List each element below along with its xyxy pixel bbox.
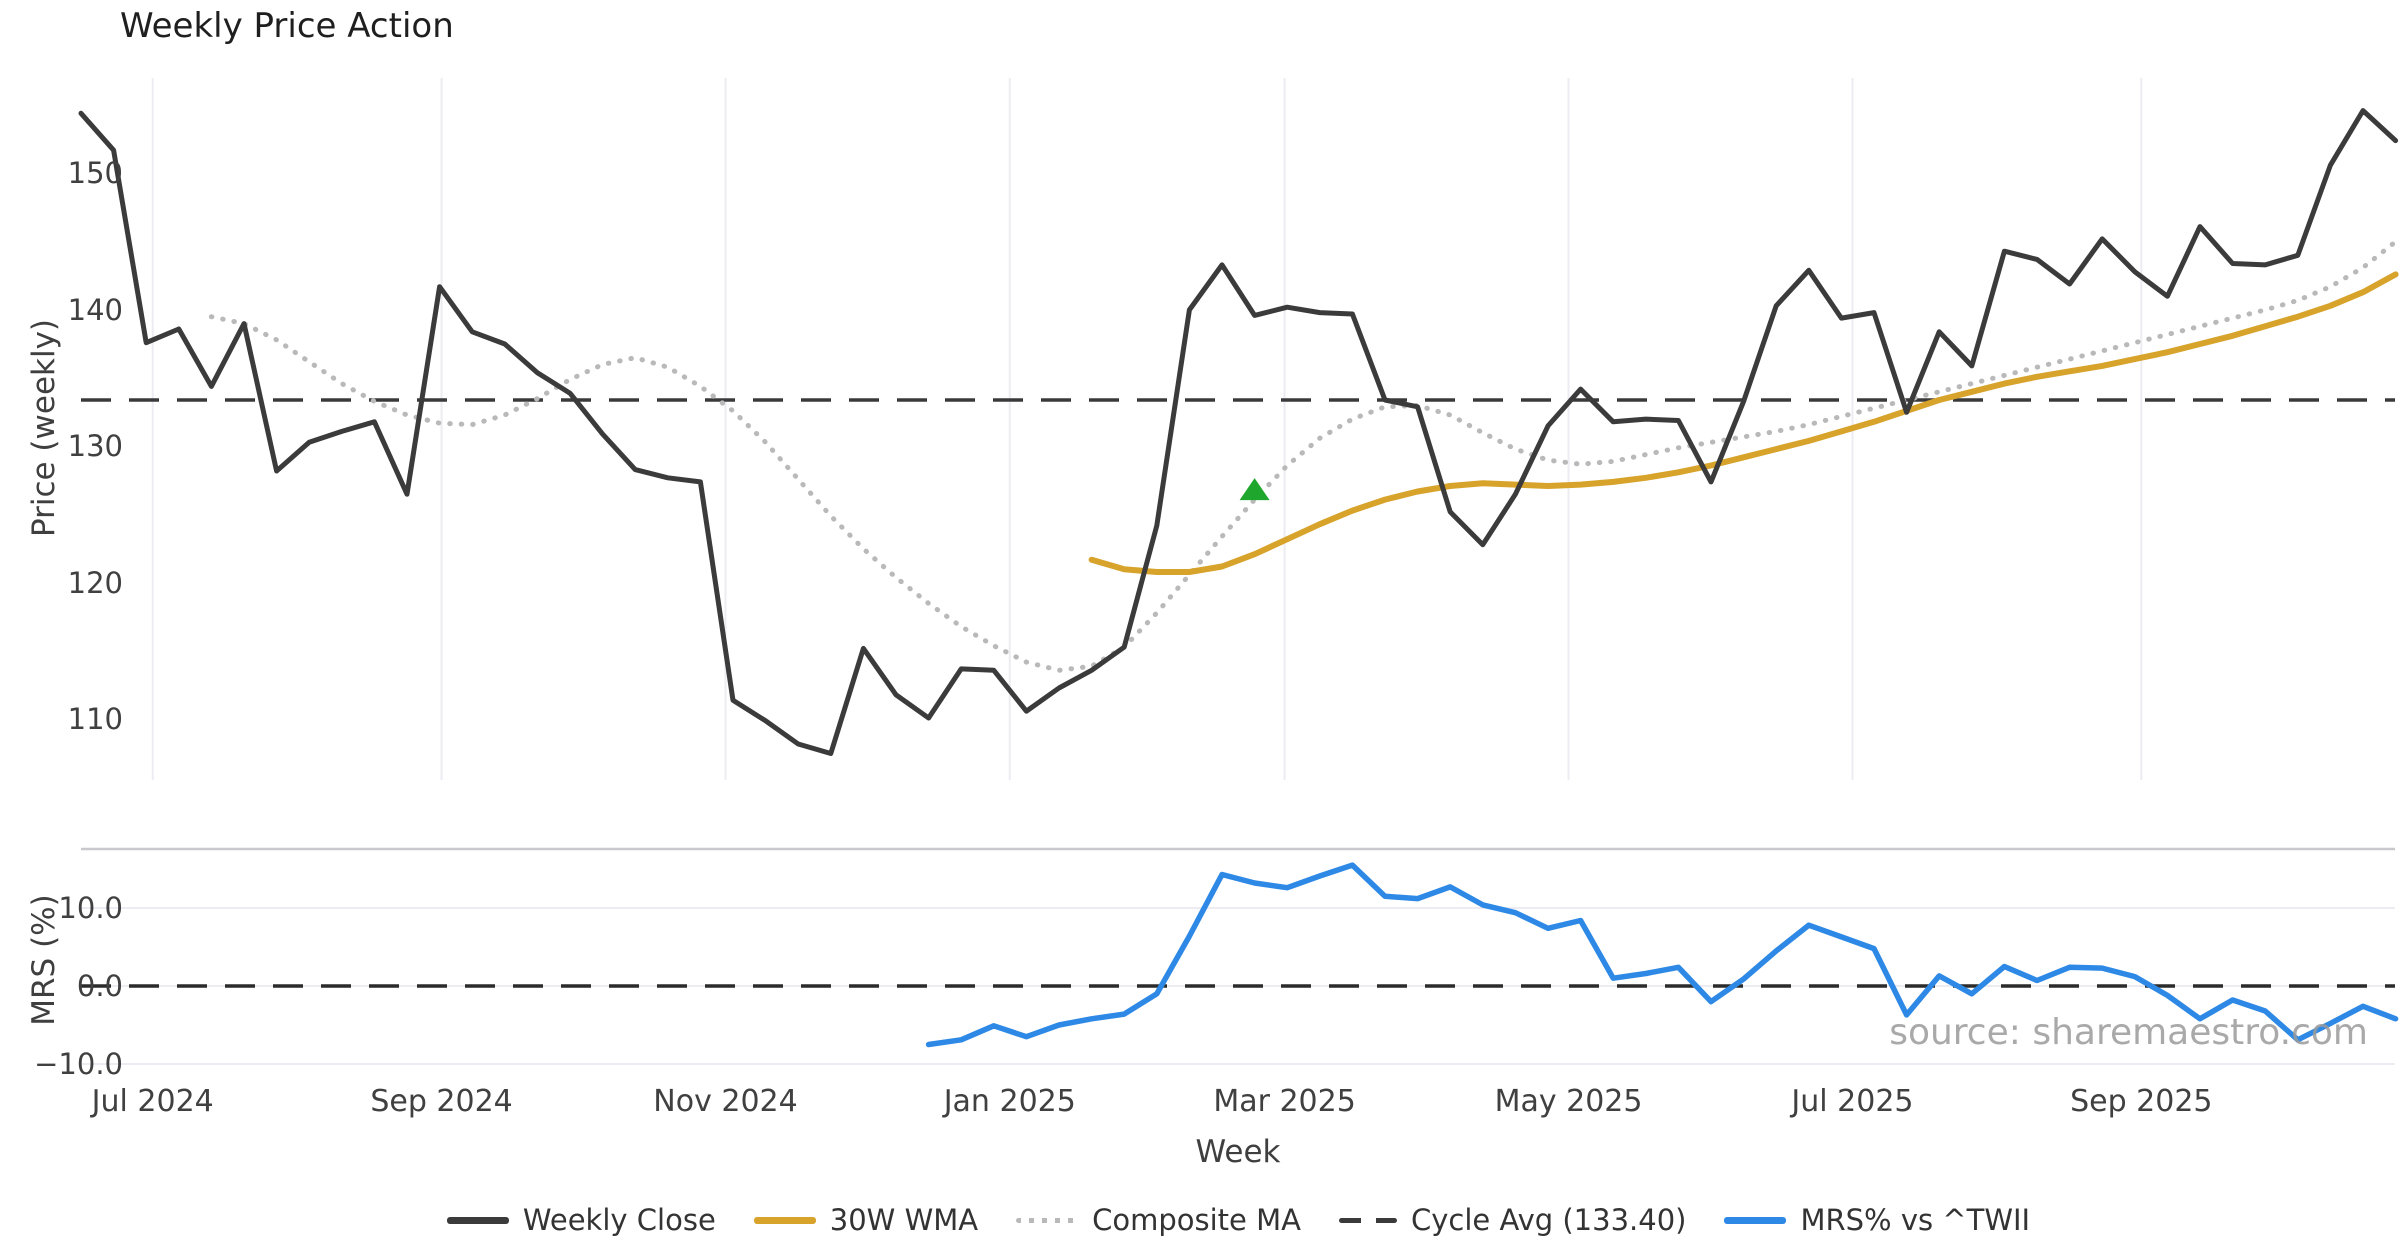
legend-item-mrs-vs-twii: MRS% vs ^TWII [1724, 1203, 2030, 1237]
weekly-close-line [78, 108, 2399, 756]
legend-label: Weekly Close [522, 1203, 716, 1237]
source-watermark: source: sharemaestro.com [1889, 1012, 2368, 1053]
xtick-jul-2025: Jul 2025 [1791, 1084, 1914, 1119]
mrs-ytick--10: −10.0 [34, 1047, 123, 1081]
xtick-jul-2024: Jul 2024 [91, 1084, 214, 1119]
price-ytick-150: 150 [67, 156, 123, 191]
buy-signal-triangle-icon [1239, 478, 1270, 501]
legend-swatch-solid-icon [1724, 1216, 1787, 1224]
legend-swatch-dashed-icon [1338, 1217, 1397, 1223]
legend-item-30w-wma: 30W WMA [753, 1203, 979, 1237]
mrs-ytick-10: 10.0 [58, 891, 123, 925]
legend-label: Cycle Avg (133.40) [1410, 1203, 1687, 1237]
chart-title: Weekly Price Action [120, 6, 454, 46]
mrs-vs-twii-line [925, 862, 2399, 1048]
price-ytick-130: 130 [67, 429, 123, 464]
xtick-jan-2025: Jan 2025 [943, 1084, 1076, 1119]
legend-item-composite-ma: Composite MA [1016, 1203, 1301, 1237]
xtick-may-2025: May 2025 [1494, 1084, 1643, 1119]
x-axis-title: Week [1195, 1134, 1281, 1170]
legend-item-weekly-close: Weekly Close [446, 1203, 716, 1237]
xtick-sep-2024: Sep 2024 [370, 1084, 513, 1119]
legend-label: MRS% vs ^TWII [1800, 1203, 2031, 1237]
price-ytick-140: 140 [67, 292, 123, 327]
xtick-mar-2025: Mar 2025 [1213, 1084, 1356, 1119]
composite-ma-line [208, 239, 2399, 673]
xtick-nov-2024: Nov 2024 [653, 1084, 798, 1119]
mrs-axis-label: MRS (%) [26, 894, 62, 1026]
price-ytick-110: 110 [67, 702, 123, 737]
xtick-sep-2025: Sep 2025 [2070, 1084, 2213, 1119]
chart-legend: Weekly Close 30W WMA Composite MA Cycle Avg… [81, 1203, 2396, 1237]
legend-swatch-solid-icon [446, 1216, 509, 1224]
legend-swatch-dotted-icon [1016, 1217, 1079, 1223]
legend-swatch-solid-icon [753, 1216, 816, 1224]
30w-wma-line [1088, 271, 2399, 575]
legend-label: 30W WMA [829, 1203, 979, 1237]
mrs-ytick-0: 0.0 [76, 969, 123, 1003]
price-ytick-120: 120 [67, 565, 123, 600]
legend-item-cycle-avg-133-40-: Cycle Avg (133.40) [1338, 1203, 1687, 1237]
legend-label: Composite MA [1092, 1203, 1301, 1237]
